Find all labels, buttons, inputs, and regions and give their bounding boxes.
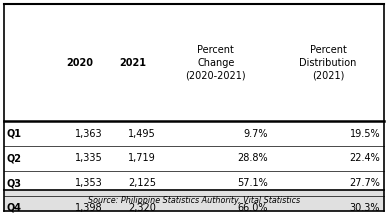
Text: Q1: Q1 xyxy=(7,129,22,139)
Bar xyxy=(4,190,384,211)
Text: Percent
Distribution
(2021): Percent Distribution (2021) xyxy=(300,45,357,80)
Text: Percent
Change
(2020-2021): Percent Change (2020-2021) xyxy=(185,45,246,80)
Text: 2,125: 2,125 xyxy=(128,178,156,188)
Text: 57.1%: 57.1% xyxy=(237,178,268,188)
Text: 2021: 2021 xyxy=(120,58,147,68)
Text: 1,398: 1,398 xyxy=(75,203,103,213)
Text: 66.0%: 66.0% xyxy=(237,203,268,213)
Text: 19.5%: 19.5% xyxy=(350,129,380,139)
Text: 30.3%: 30.3% xyxy=(350,203,380,213)
Text: 1,353: 1,353 xyxy=(75,178,103,188)
Text: 28.8%: 28.8% xyxy=(237,154,268,163)
Text: 22.4%: 22.4% xyxy=(350,154,380,163)
Text: 2020: 2020 xyxy=(66,58,94,68)
Text: 1,719: 1,719 xyxy=(128,154,156,163)
Text: 27.7%: 27.7% xyxy=(349,178,380,188)
Text: Q2: Q2 xyxy=(7,154,22,163)
Text: Source: Philippine Statistics Authority, Vital Statistics: Source: Philippine Statistics Authority,… xyxy=(88,196,300,205)
Text: 2,320: 2,320 xyxy=(128,203,156,213)
Text: 9.7%: 9.7% xyxy=(244,129,268,139)
Text: 1,495: 1,495 xyxy=(128,129,156,139)
Text: 1,335: 1,335 xyxy=(75,154,103,163)
Text: 1,363: 1,363 xyxy=(75,129,103,139)
Text: Q3: Q3 xyxy=(7,178,22,188)
Text: Q4: Q4 xyxy=(7,203,22,213)
